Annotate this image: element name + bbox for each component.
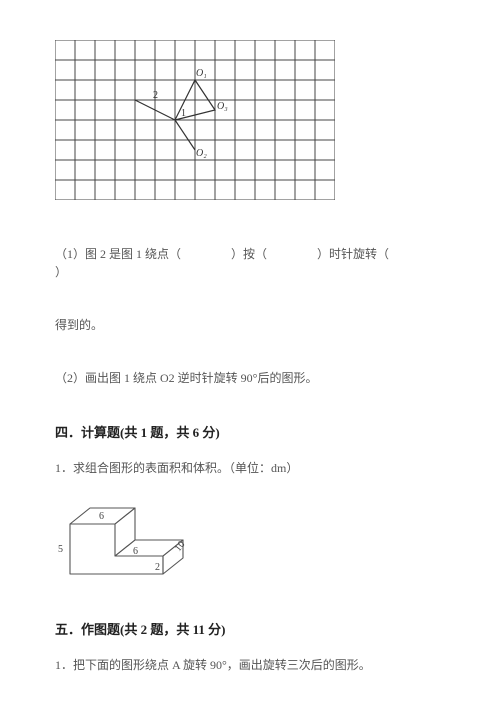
question-1: （1）图 2 是图 1 绕点（ ）按（ ）时针旋转（ ） [55,245,445,281]
section-5-title: 五．作图题(共 2 题，共 11 分) [55,619,445,638]
q1-suffix: ） [55,265,67,279]
section-4-q1: 1．求组合图形的表面积和体积。（单位：dm） [55,459,445,476]
svg-text:2: 2 [153,90,158,101]
question-2: （2）画出图 1 绕点 O2 逆时针旋转 90°后的图形。 [55,369,445,387]
svg-text:O₂: O₂ [196,148,207,159]
grid-rotation-diagram: O₁ 2 1 O₃ O₂ [55,40,445,205]
step-solid-diagram: 5 6 6 2 10 [55,494,445,589]
grid-svg: O₁ 2 1 O₃ O₂ [55,40,335,200]
svg-text:10: 10 [173,539,188,554]
q1-prefix: （1）图 2 是图 1 绕点（ [55,247,181,261]
svg-text:6: 6 [133,546,138,557]
question-1-line2: 得到的。 [55,316,445,334]
q1-mid1: ）按（ [231,247,267,261]
svg-text:6: 6 [99,511,104,522]
svg-text:O₃: O₃ [217,101,228,112]
step-svg: 5 6 6 2 10 [55,494,205,584]
svg-text:2: 2 [155,562,160,573]
section-4-title: 四．计算题(共 1 题，共 6 分) [55,422,445,441]
svg-text:O₁: O₁ [196,68,207,79]
q1-mid2: ）时针旋转（ [317,247,389,261]
svg-text:1: 1 [181,108,186,119]
svg-text:5: 5 [58,544,63,555]
section-5-q1: 1．把下面的图形绕点 A 旋转 90°，画出旋转三次后的图形。 [55,656,445,673]
